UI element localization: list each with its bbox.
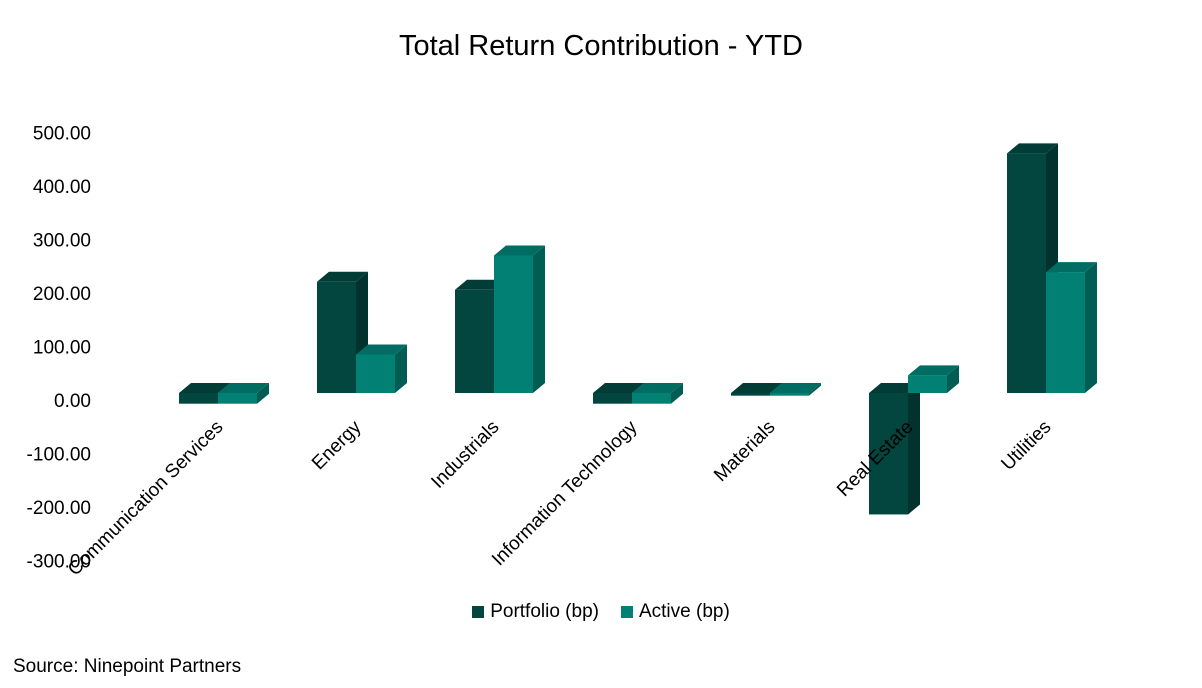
y-tick-label: 100.00 xyxy=(33,338,91,359)
bar-front xyxy=(1007,153,1046,393)
bar-materials-active-bp xyxy=(770,383,821,396)
bar-front xyxy=(494,255,533,393)
legend-label: Portfolio (bp) xyxy=(490,601,599,622)
bar-top xyxy=(869,383,920,393)
y-tick-label: -100.00 xyxy=(27,445,91,466)
bar-front xyxy=(356,354,395,393)
bar-top xyxy=(770,383,821,393)
bar-top xyxy=(1007,143,1058,154)
bar-top xyxy=(494,245,545,256)
x-tick-label: Utilities xyxy=(997,417,1055,475)
bar-side xyxy=(533,245,545,393)
bar-energy-portfolio-bp xyxy=(317,271,368,393)
legend-item-active-bp: Active (bp) xyxy=(620,601,730,623)
y-axis: 500.00 400.00 300.00 200.00 100.00 0.00 -100.0… xyxy=(27,124,91,573)
bar-side xyxy=(395,344,407,393)
bar-top xyxy=(908,365,959,376)
bar-industrials-active-bp xyxy=(494,245,545,393)
bar-top xyxy=(317,271,368,282)
bar-side xyxy=(257,383,269,404)
bar-top xyxy=(218,383,269,393)
bar-top xyxy=(179,383,230,393)
chart-title: Total Return Contribution - YTD xyxy=(398,30,804,62)
bar-side xyxy=(908,383,920,515)
legend-swatch xyxy=(472,606,485,618)
bar-front xyxy=(770,393,809,396)
x-tick-label: Energy xyxy=(308,416,366,474)
bar-energy-active-bp xyxy=(356,344,407,393)
bar-top xyxy=(356,344,407,355)
bar-information-technology-active-bp xyxy=(632,383,683,404)
bar-real-estate-active-bp xyxy=(908,365,959,393)
bar-top xyxy=(632,383,683,393)
bar-side xyxy=(671,383,683,404)
bar-front xyxy=(731,393,770,396)
legend-swatch xyxy=(620,606,633,618)
y-tick-label: 200.00 xyxy=(33,284,91,305)
x-tick-label: Industrials xyxy=(427,417,503,493)
x-tick-label: Materials xyxy=(710,417,779,486)
bar-front xyxy=(317,281,356,393)
y-tick-label: -300.00 xyxy=(27,552,91,573)
bar-front xyxy=(1046,272,1085,393)
bars xyxy=(179,143,1097,515)
legend-label: Active (bp) xyxy=(638,601,730,622)
bar-front xyxy=(632,393,671,404)
x-tick-label: Information Technology xyxy=(488,416,642,570)
bar-front xyxy=(455,289,494,393)
y-tick-label: 300.00 xyxy=(33,231,91,252)
bar-front xyxy=(593,393,632,404)
bar-side xyxy=(947,365,959,393)
y-tick-label: -200.00 xyxy=(27,498,91,519)
bar-top xyxy=(731,383,782,393)
bar-front xyxy=(908,375,947,393)
bar-front xyxy=(869,393,908,515)
bar-front xyxy=(179,393,218,404)
source-note: Source: Ninepoint Partners xyxy=(13,656,242,677)
bar-real-estate-portfolio-bp xyxy=(869,383,920,515)
y-tick-label: 500.00 xyxy=(33,124,91,145)
bar-top xyxy=(455,279,506,290)
legend-item-portfolio-bp: Portfolio (bp) xyxy=(472,601,599,623)
y-tick-label: 400.00 xyxy=(33,177,91,198)
bar-side xyxy=(1085,262,1097,393)
bar-front xyxy=(218,393,257,404)
bar-side xyxy=(809,383,821,396)
bar-top xyxy=(1046,262,1097,273)
y-tick-label: 0.00 xyxy=(54,391,91,412)
legend: Portfolio (bp) Active (bp) xyxy=(0,601,1202,623)
bar-communication-services-active-bp xyxy=(218,383,269,404)
bar-utilities-active-bp xyxy=(1046,262,1097,393)
bar-top xyxy=(593,383,644,393)
